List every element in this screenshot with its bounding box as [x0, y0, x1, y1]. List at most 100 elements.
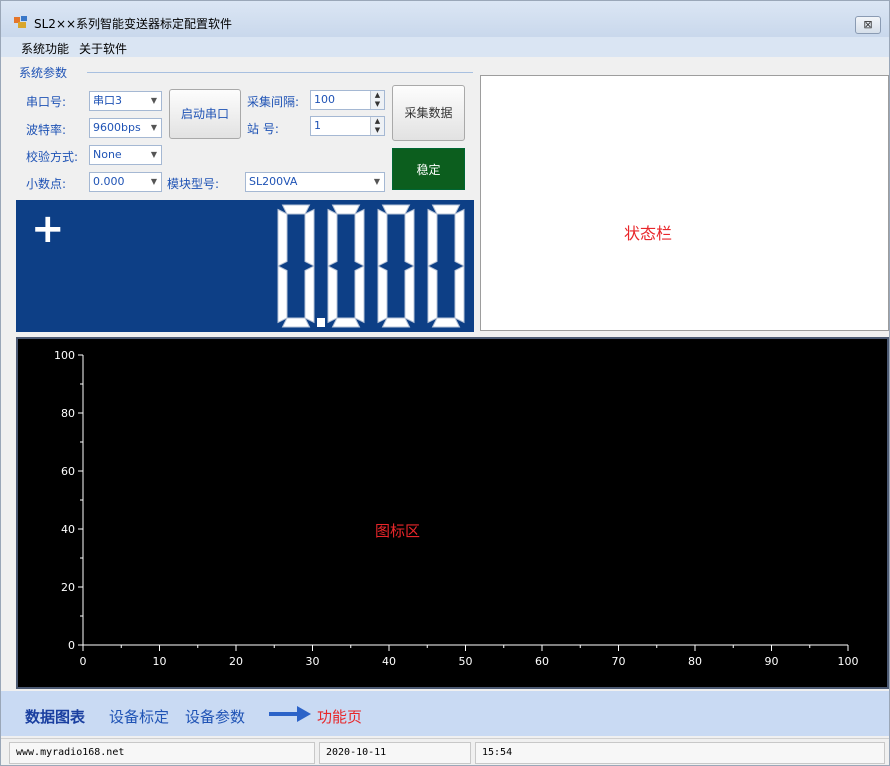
parity-value: None	[93, 148, 122, 161]
y-tick-label: 100	[54, 349, 75, 362]
display-segment	[331, 204, 361, 215]
display-segment	[404, 208, 415, 267]
display-segment	[281, 317, 311, 328]
display-segment	[304, 265, 315, 324]
stable-indicator: 稳定	[392, 148, 465, 190]
display-segment	[327, 265, 338, 324]
tab-bar: 数据图表 设备标定 设备参数	[1, 691, 889, 736]
baud-select[interactable]: 9600bps ▼	[89, 118, 162, 138]
display-segment	[454, 265, 465, 324]
app-icon	[14, 16, 27, 28]
x-tick-label: 100	[838, 655, 859, 668]
interval-value: 100	[314, 93, 335, 106]
arrow-icon	[269, 712, 299, 716]
spin-up-icon[interactable]: ▲	[370, 91, 384, 100]
tabs-annotation: 功能页	[317, 708, 363, 726]
seven-segment-readout	[277, 204, 465, 328]
port-select[interactable]: 串口3 ▼	[89, 91, 162, 111]
station-spinner[interactable]: 1 ▲ ▼	[310, 116, 385, 136]
display-segment	[454, 208, 465, 267]
display-segment	[377, 208, 388, 267]
station-label: 站 号:	[247, 122, 279, 136]
line-chart: 0 20 40 60 80 100 0 10 20 30 40 50 60 70 80 90 100	[54, 349, 859, 668]
chart-area: 0 20 40 60 80 100 0 10 20 30 40 50 60 70 80 90 100 图标区	[16, 337, 889, 689]
menu-about[interactable]: 关于软件	[79, 42, 128, 56]
params-group-title: 系统参数	[19, 64, 70, 81]
chevron-down-icon: ▼	[150, 150, 158, 159]
x-tick-label: 40	[382, 655, 396, 668]
x-tick-label: 60	[535, 655, 549, 668]
y-tick-label: 20	[61, 581, 75, 594]
station-value: 1	[314, 119, 321, 132]
spin-up-icon[interactable]: ▲	[370, 117, 384, 126]
interval-spinner[interactable]: 100 ▲ ▼	[310, 90, 385, 110]
model-select[interactable]: SL200VA ▼	[245, 172, 385, 192]
decimal-select[interactable]: 0.000 ▼	[89, 172, 162, 192]
arrow-head-icon	[297, 706, 311, 722]
display-segment	[381, 317, 411, 328]
tab-data-chart[interactable]: 数据图表	[25, 708, 86, 726]
baud-value: 9600bps	[93, 121, 141, 134]
display-segment	[427, 265, 438, 324]
display-segment	[277, 208, 288, 267]
x-tick-label: 10	[153, 655, 167, 668]
port-value: 串口3	[93, 94, 122, 107]
baud-label: 波特率:	[26, 123, 67, 137]
x-tick-label: 50	[459, 655, 473, 668]
spin-down-icon[interactable]: ▼	[370, 126, 384, 135]
y-tick-label: 0	[68, 639, 75, 652]
display-segment	[327, 208, 338, 267]
display-segment	[277, 265, 288, 324]
x-tick-label: 70	[612, 655, 626, 668]
display-segment	[354, 265, 365, 324]
display-segment	[427, 208, 438, 267]
status-text: 状态栏	[624, 224, 673, 243]
x-tick-label: 20	[229, 655, 243, 668]
tab-device-params[interactable]: 设备参数	[185, 708, 246, 726]
value-display: +	[16, 200, 474, 332]
model-label: 模块型号:	[167, 177, 220, 191]
menu-bar: 系统功能 关于软件	[1, 37, 889, 57]
sign-indicator: +	[31, 206, 65, 252]
x-tick-label: 0	[80, 655, 87, 668]
close-button[interactable]: ⊠	[855, 16, 881, 34]
display-segment	[431, 317, 461, 328]
window-title: SL2××系列智能变送器标定配置软件	[34, 17, 233, 31]
parity-select[interactable]: None ▼	[89, 145, 162, 165]
display-segment	[304, 208, 315, 267]
title-bar: SL2××系列智能变送器标定配置软件 ⊠	[1, 1, 889, 37]
model-value: SL200VA	[249, 175, 298, 188]
decimal-point	[317, 318, 325, 327]
group-divider	[87, 72, 473, 73]
display-segment	[381, 204, 411, 215]
x-tick-label: 90	[765, 655, 779, 668]
spin-down-icon[interactable]: ▼	[370, 100, 384, 109]
decimal-value: 0.000	[93, 175, 125, 188]
display-segment	[377, 265, 388, 324]
chevron-down-icon: ▼	[150, 177, 158, 186]
open-port-button[interactable]: 启动串口	[169, 89, 241, 139]
chevron-down-icon: ▼	[373, 177, 381, 186]
y-tick-label: 60	[61, 465, 75, 478]
y-tick-label: 40	[61, 523, 75, 536]
display-segment	[281, 204, 311, 215]
y-tick-label: 80	[61, 407, 75, 420]
display-segment	[404, 265, 415, 324]
chart-annotation: 图标区	[375, 522, 421, 540]
x-tick-label: 80	[688, 655, 702, 668]
statusbar-date: 2020-10-11	[319, 742, 471, 764]
status-panel: 状态栏	[480, 75, 889, 331]
chevron-down-icon: ▼	[150, 123, 158, 132]
menu-system-functions[interactable]: 系统功能	[21, 42, 70, 56]
status-bar: www.myradio168.net 2020-10-11 15:54	[1, 738, 889, 765]
chevron-down-icon: ▼	[150, 96, 158, 105]
collect-data-button[interactable]: 采集数据	[392, 85, 465, 141]
tab-device-calibration[interactable]: 设备标定	[109, 708, 170, 726]
display-segment	[354, 208, 365, 267]
statusbar-time: 15:54	[475, 742, 885, 764]
x-tick-label: 30	[306, 655, 320, 668]
port-label: 串口号:	[26, 95, 67, 109]
parity-label: 校验方式:	[26, 150, 79, 164]
decimal-label: 小数点:	[26, 177, 67, 191]
